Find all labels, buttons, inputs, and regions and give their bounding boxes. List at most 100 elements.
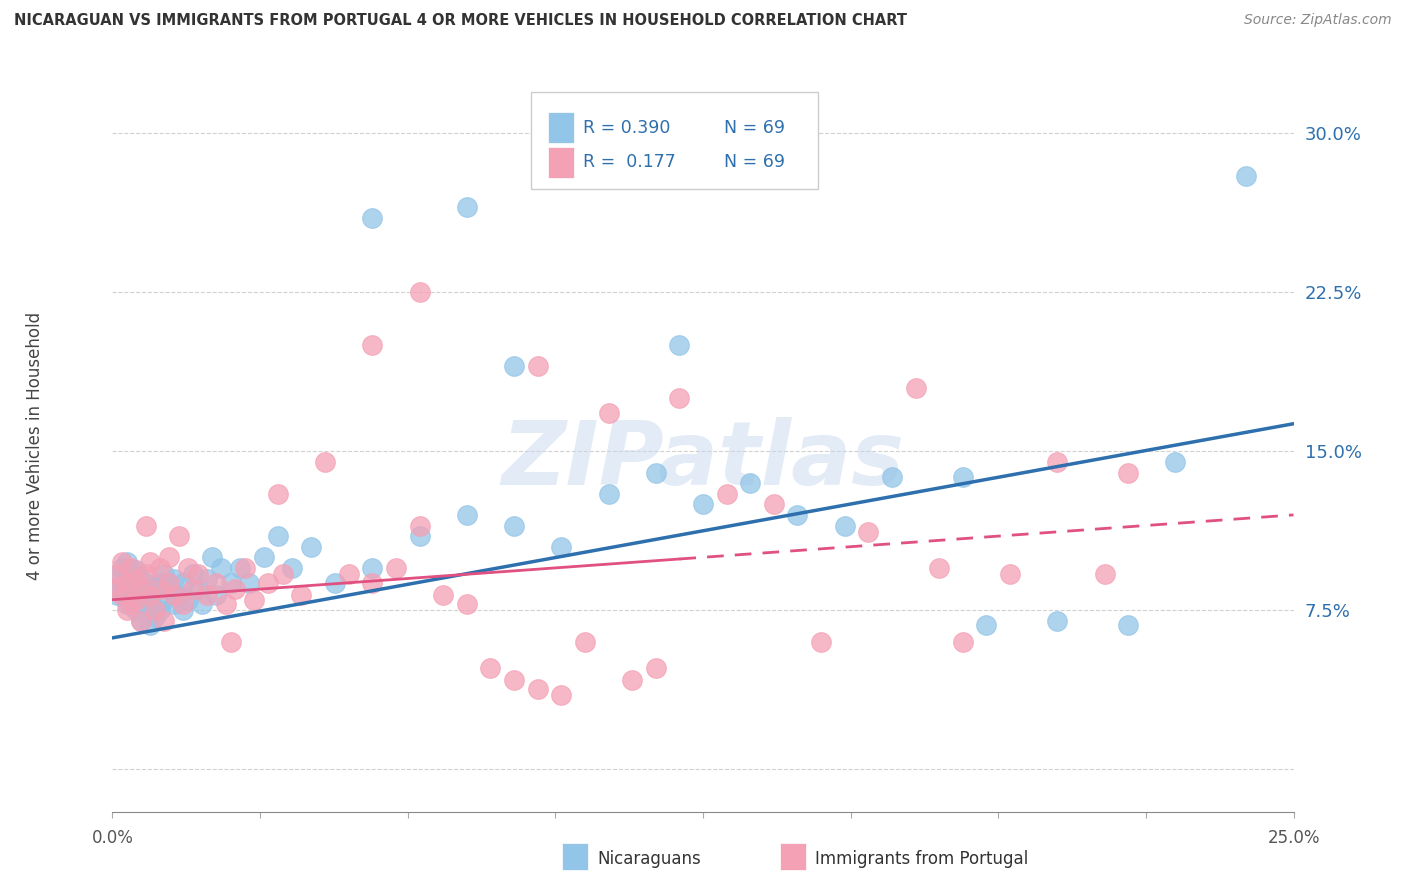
Point xyxy=(153,614,176,628)
Point xyxy=(219,635,242,649)
Point xyxy=(129,589,152,603)
Point xyxy=(111,555,134,569)
Point xyxy=(271,567,294,582)
Point xyxy=(143,580,166,594)
Point xyxy=(149,603,172,617)
Point xyxy=(456,201,478,215)
Point xyxy=(195,589,218,603)
Point xyxy=(740,476,762,491)
Point xyxy=(163,597,186,611)
Text: Immigrants from Portugal: Immigrants from Portugal xyxy=(815,850,1029,868)
Point xyxy=(526,681,548,696)
Point xyxy=(115,555,138,569)
Point xyxy=(456,508,478,522)
Point xyxy=(644,660,666,674)
Point xyxy=(157,575,180,590)
Point xyxy=(105,572,128,586)
Point xyxy=(432,589,454,603)
Point xyxy=(1116,618,1139,632)
Point xyxy=(243,592,266,607)
Point xyxy=(143,609,166,624)
Point xyxy=(125,603,148,617)
Point xyxy=(503,518,526,533)
Point xyxy=(267,529,290,543)
Point xyxy=(129,572,152,586)
Point xyxy=(219,575,242,590)
Point xyxy=(976,618,998,632)
Point xyxy=(503,673,526,688)
Point xyxy=(1046,455,1069,469)
Point xyxy=(253,550,276,565)
Point xyxy=(644,466,666,480)
Point xyxy=(238,575,260,590)
Point xyxy=(290,589,312,603)
Point xyxy=(135,567,157,582)
Text: ZIPatlas: ZIPatlas xyxy=(502,417,904,504)
Point xyxy=(129,614,152,628)
Point xyxy=(598,406,620,420)
Point xyxy=(233,561,256,575)
Point xyxy=(172,575,194,590)
Point xyxy=(115,575,138,590)
Point xyxy=(139,592,162,607)
Point xyxy=(1094,567,1116,582)
Point xyxy=(139,589,162,603)
Point xyxy=(172,597,194,611)
Point xyxy=(834,518,856,533)
Point xyxy=(361,338,384,352)
Point xyxy=(858,524,880,539)
Point xyxy=(299,540,322,554)
Point xyxy=(229,561,252,575)
Text: 4 or more Vehicles in Household: 4 or more Vehicles in Household xyxy=(27,312,44,580)
Point xyxy=(880,469,903,483)
Text: R =  0.177: R = 0.177 xyxy=(583,153,676,171)
Point xyxy=(181,582,204,596)
Point xyxy=(810,635,832,649)
Point xyxy=(692,497,714,511)
Point xyxy=(314,455,336,469)
Point xyxy=(163,589,186,603)
Text: Nicaraguans: Nicaraguans xyxy=(598,850,702,868)
Point xyxy=(201,550,224,565)
Point xyxy=(111,589,134,603)
Point xyxy=(550,688,572,702)
Point xyxy=(998,567,1021,582)
Point xyxy=(224,582,246,596)
Point xyxy=(503,359,526,374)
Point xyxy=(157,550,180,565)
Point xyxy=(1164,455,1187,469)
Point xyxy=(149,561,172,575)
Text: Source: ZipAtlas.com: Source: ZipAtlas.com xyxy=(1244,13,1392,28)
Point xyxy=(361,211,384,225)
Point xyxy=(105,580,128,594)
Point xyxy=(215,597,238,611)
Point xyxy=(120,567,142,582)
Point xyxy=(668,338,690,352)
Point xyxy=(191,597,214,611)
Point xyxy=(550,540,572,554)
Point xyxy=(149,582,172,596)
Point xyxy=(952,635,974,649)
Text: 25.0%: 25.0% xyxy=(1267,829,1320,847)
Point xyxy=(267,486,290,500)
Point xyxy=(167,589,190,603)
Point xyxy=(153,567,176,582)
Text: 0.0%: 0.0% xyxy=(91,829,134,847)
Point xyxy=(281,561,304,575)
Point xyxy=(163,572,186,586)
Point xyxy=(139,618,162,632)
Text: NICARAGUAN VS IMMIGRANTS FROM PORTUGAL 4 OR MORE VEHICLES IN HOUSEHOLD CORRELATI: NICARAGUAN VS IMMIGRANTS FROM PORTUGAL 4… xyxy=(14,13,907,29)
Point xyxy=(125,563,148,577)
Point xyxy=(149,575,172,590)
Point xyxy=(904,381,927,395)
Point xyxy=(167,529,190,543)
Point xyxy=(135,597,157,611)
Point xyxy=(762,497,785,511)
Point xyxy=(205,589,228,603)
Point xyxy=(786,508,808,522)
Point xyxy=(125,572,148,586)
Point xyxy=(716,486,738,500)
Point xyxy=(115,603,138,617)
Point xyxy=(129,582,152,596)
Point xyxy=(456,597,478,611)
